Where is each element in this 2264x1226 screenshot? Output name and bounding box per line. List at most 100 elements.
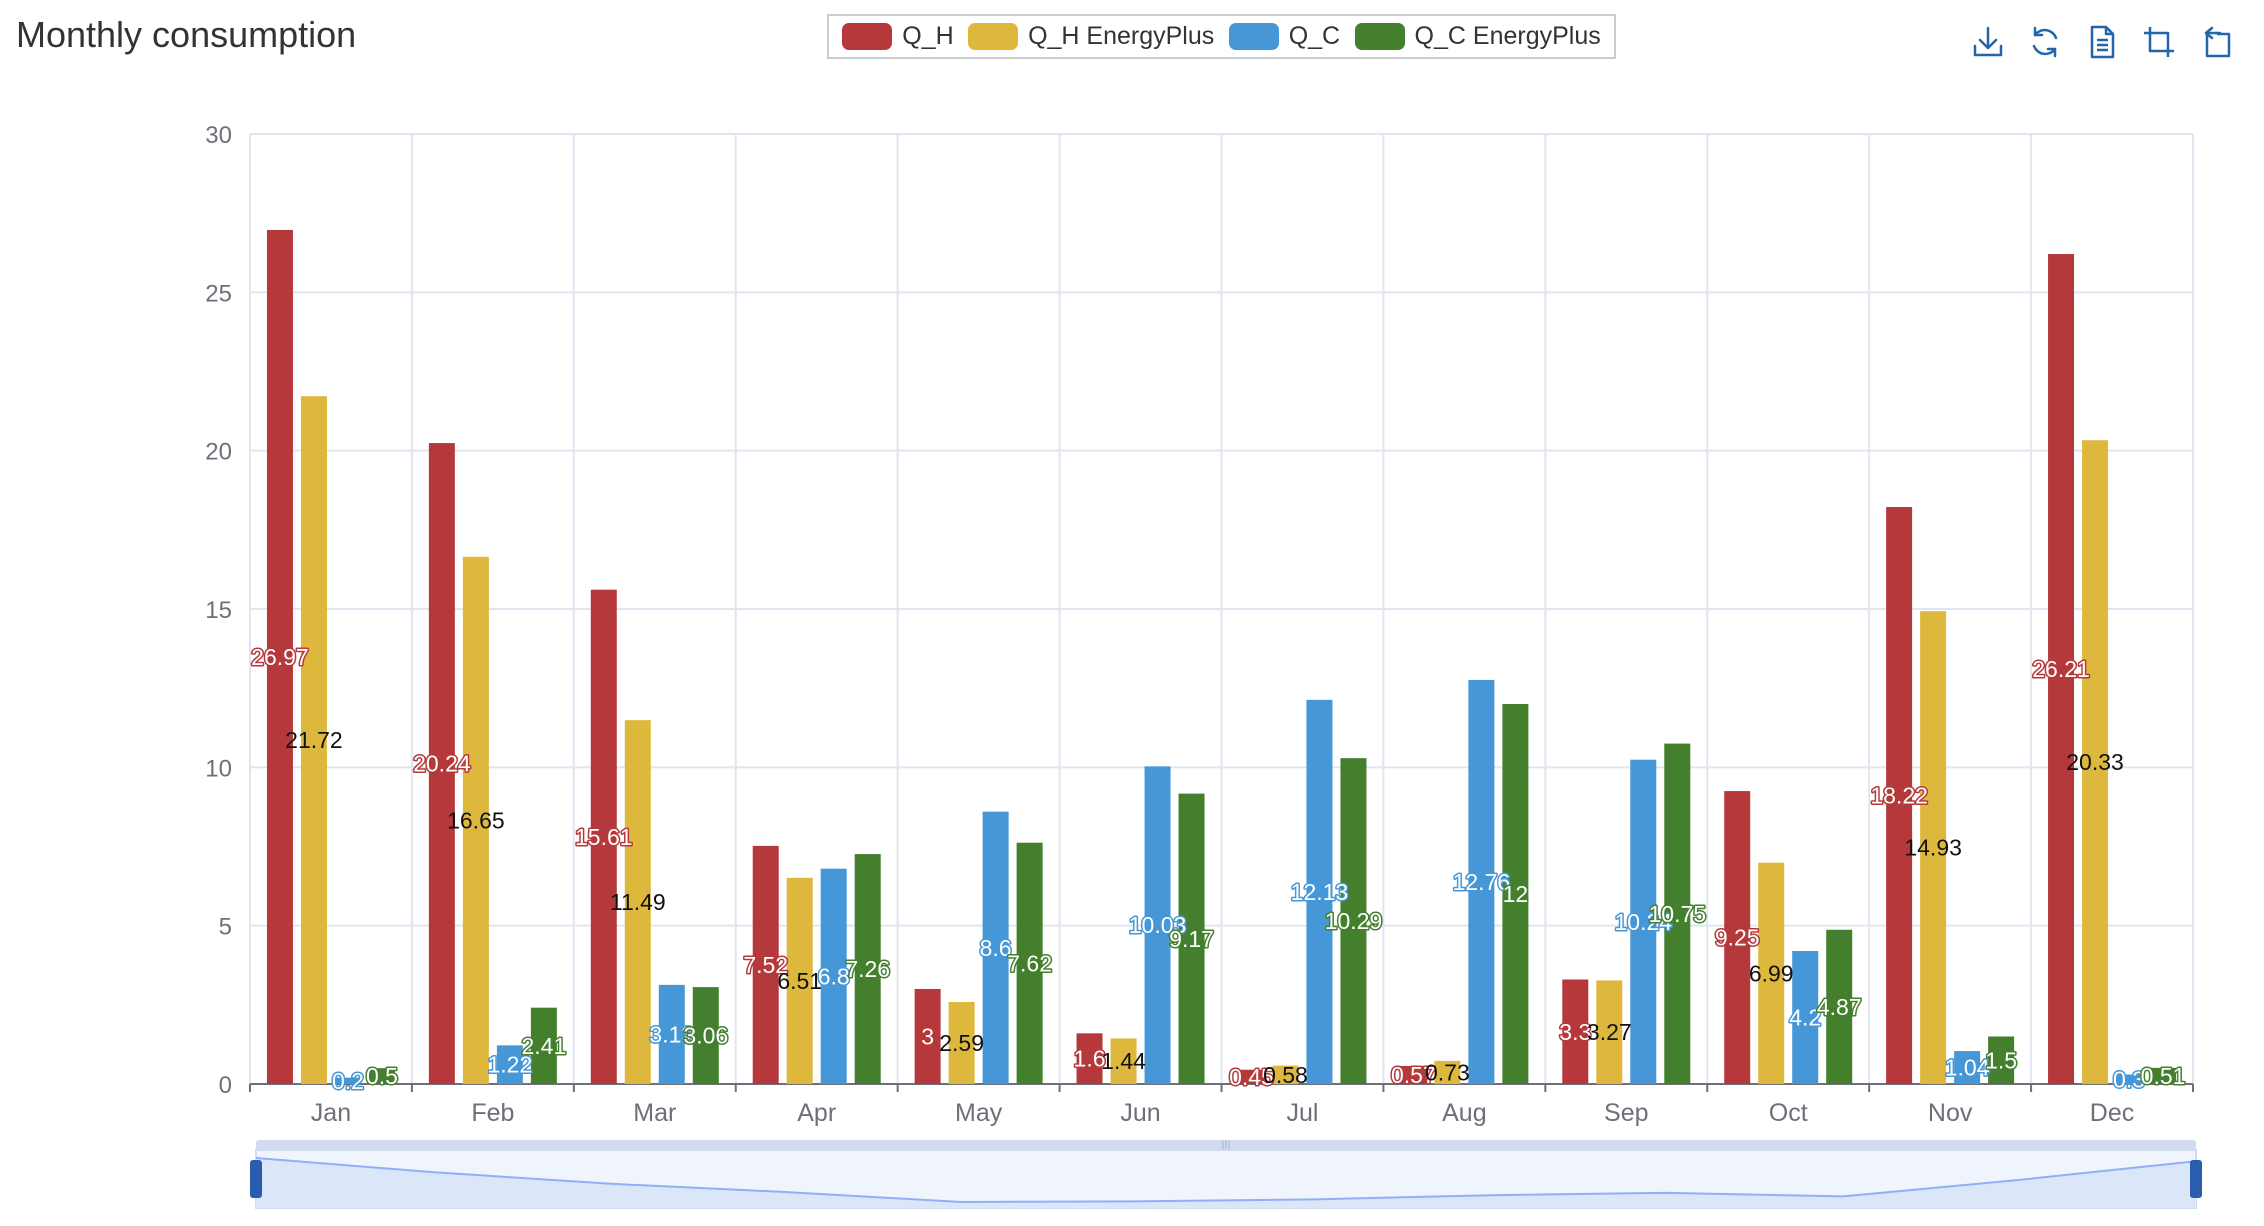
x-tick-label: Nov <box>1928 1099 1973 1127</box>
restore-button[interactable] <box>2027 24 2063 60</box>
x-tick-label: Apr <box>797 1099 836 1127</box>
zoom-back-icon <box>2204 26 2231 58</box>
bar-q-c-energyplus-sep[interactable] <box>1664 743 1691 1084</box>
bar-q-c-sep[interactable] <box>1630 759 1657 1084</box>
data-label: 1.04 <box>1945 1055 1990 1081</box>
bar-q-c-mar[interactable] <box>658 984 685 1084</box>
data-label: 0.51 <box>2141 1063 2186 1089</box>
bar-q-h-oct[interactable] <box>1724 791 1751 1084</box>
bar-q-h-dec[interactable] <box>2048 254 2075 1084</box>
datazoom-handle-left[interactable] <box>250 1160 262 1198</box>
bar-q-c-energyplus-mar[interactable] <box>692 987 719 1084</box>
data-label: 3.13 <box>649 1021 694 1047</box>
bar-q-h-energyplus-aug[interactable] <box>1434 1060 1461 1084</box>
bar-q-c-energyplus-jun[interactable] <box>1178 793 1205 1084</box>
data-label: 0.57 <box>1391 1062 1436 1088</box>
bar-q-h-energyplus-feb[interactable] <box>462 556 489 1084</box>
data-label: 8.6 <box>980 935 1012 961</box>
bar-q-h-energyplus-dec[interactable] <box>2082 440 2109 1084</box>
bar-q-c-energyplus-aug[interactable] <box>1502 704 1529 1084</box>
bar-q-h-nov[interactable] <box>1886 507 1913 1084</box>
bar-q-c-energyplus-nov[interactable] <box>1988 1036 2015 1085</box>
bar-q-h-jun[interactable] <box>1076 1033 1103 1084</box>
data-label: 3.27 <box>1587 1019 1632 1045</box>
bar-q-h-energyplus-nov[interactable] <box>1920 611 1947 1084</box>
x-tick-label: Oct <box>1769 1099 1808 1127</box>
data-view-button[interactable] <box>2084 24 2120 60</box>
data-label: 9.17 <box>1169 926 1214 952</box>
bar-q-h-sep[interactable] <box>1562 979 1589 1085</box>
bar-q-c-jan[interactable] <box>334 1077 361 1084</box>
legend-swatch <box>1354 23 1405 50</box>
data-label: 20.24 <box>413 751 471 777</box>
bar-q-h-mar[interactable] <box>590 589 617 1084</box>
data-label: 16.65 <box>447 807 505 833</box>
bar-q-h-aug[interactable] <box>1400 1065 1427 1084</box>
bar-q-h-energyplus-sep[interactable] <box>1596 980 1623 1084</box>
y-tick-label: 10 <box>205 755 232 782</box>
data-label: 14.93 <box>1904 835 1962 861</box>
data-label: 1.44 <box>1101 1048 1146 1074</box>
data-label: 26.97 <box>251 644 309 670</box>
x-tick-label: Mar <box>633 1099 676 1127</box>
bar-q-c-oct[interactable] <box>1792 951 1819 1084</box>
bar-q-h-apr[interactable] <box>752 845 779 1084</box>
x-tick-label: May <box>955 1099 1003 1127</box>
data-label: 0.2 <box>332 1068 364 1094</box>
data-label: 4.87 <box>1817 994 1862 1020</box>
bar-q-c-energyplus-jul[interactable] <box>1340 758 1367 1084</box>
legend-item-3[interactable]: Q_C <box>1228 22 1341 51</box>
datazoom-data-shadow <box>256 1158 2196 1208</box>
bar-q-h-energyplus-jun[interactable] <box>1110 1038 1137 1084</box>
x-tick-label: Feb <box>471 1099 514 1127</box>
bar-q-c-dec[interactable] <box>2116 1074 2143 1085</box>
x-tick-label: Jun <box>1120 1099 1160 1127</box>
legend-item-2[interactable]: Q_H EnergyPlus <box>968 22 1214 51</box>
bar-q-c-energyplus-may[interactable] <box>1016 842 1043 1084</box>
x-tick-label: Dec <box>2090 1099 2134 1127</box>
data-label: 12 <box>1503 881 1529 907</box>
bar-q-h-energyplus-apr[interactable] <box>786 877 813 1084</box>
bar-q-h-energyplus-may[interactable] <box>948 1001 975 1084</box>
save-image-button[interactable] <box>1970 24 2006 60</box>
bar-q-h-may[interactable] <box>914 989 941 1084</box>
bar-q-c-energyplus-apr[interactable] <box>854 854 881 1084</box>
bar-q-c-apr[interactable] <box>820 868 847 1084</box>
bar-q-c-jun[interactable] <box>1144 766 1171 1084</box>
zoom-back-button[interactable] <box>2198 24 2234 60</box>
bar-q-h-energyplus-mar[interactable] <box>624 720 651 1084</box>
bar-q-c-energyplus-oct[interactable] <box>1826 929 1853 1084</box>
legend-item-1[interactable]: Q_H <box>842 22 954 51</box>
y-tick-label: 25 <box>205 280 232 307</box>
x-tick-label: Jul <box>1286 1099 1318 1127</box>
bar-q-h-energyplus-oct[interactable] <box>1758 862 1785 1084</box>
bar-q-h-energyplus-jan[interactable] <box>300 396 327 1084</box>
data-label: 7.52 <box>743 952 788 978</box>
bar-q-c-aug[interactable] <box>1468 679 1495 1084</box>
bar-q-c-jul[interactable] <box>1306 699 1333 1084</box>
legend-label: Q_C <box>1288 22 1341 50</box>
refresh-icon <box>2032 26 2058 58</box>
legend-item-4[interactable]: Q_C EnergyPlus <box>1354 22 1601 51</box>
data-label: 12.13 <box>1291 879 1349 905</box>
data-label: 0.58 <box>1263 1062 1308 1088</box>
chart-toolbox <box>1949 24 2234 60</box>
bar-q-c-energyplus-jan[interactable] <box>368 1068 395 1084</box>
bar-q-c-nov[interactable] <box>1954 1051 1981 1084</box>
bar-q-c-may[interactable] <box>982 811 1009 1084</box>
datazoom-handle-right[interactable] <box>2190 1160 2202 1198</box>
bar-q-c-energyplus-feb[interactable] <box>530 1007 557 1084</box>
data-label: 6.51 <box>777 968 822 994</box>
download-icon <box>1973 26 2003 57</box>
data-label: 7.26 <box>845 956 890 982</box>
bar-q-h-jan[interactable] <box>266 229 293 1084</box>
zoom-button[interactable] <box>2141 24 2177 60</box>
data-label: 12.76 <box>1453 869 1511 895</box>
data-label: 1.6 <box>1074 1046 1106 1072</box>
bar-q-c-feb[interactable] <box>496 1045 523 1084</box>
bar-q-h-energyplus-jul[interactable] <box>1272 1065 1299 1084</box>
bar-q-h-feb[interactable] <box>428 443 455 1085</box>
bar-q-h-jul[interactable] <box>1238 1069 1265 1084</box>
bar-q-c-energyplus-dec[interactable] <box>2150 1067 2177 1084</box>
legend-label: Q_H <box>902 22 954 50</box>
